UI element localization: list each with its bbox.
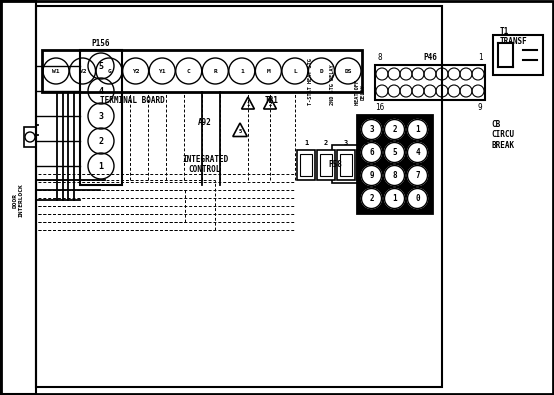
Text: 9: 9 xyxy=(369,171,374,180)
Text: Y2: Y2 xyxy=(132,68,140,73)
Circle shape xyxy=(384,188,404,209)
Text: 7: 7 xyxy=(415,171,420,180)
Text: TB1: TB1 xyxy=(265,96,279,105)
Text: 1: 1 xyxy=(415,125,420,134)
Text: 1: 1 xyxy=(247,102,250,107)
Circle shape xyxy=(384,143,404,162)
Text: 8: 8 xyxy=(378,53,382,62)
Text: 8: 8 xyxy=(392,171,397,180)
Text: 3: 3 xyxy=(99,111,104,120)
Text: 5: 5 xyxy=(99,62,104,70)
Bar xyxy=(375,65,485,100)
Bar xyxy=(340,154,352,176)
Text: L: L xyxy=(293,68,297,73)
Text: R: R xyxy=(213,68,217,73)
Text: P156: P156 xyxy=(92,38,110,47)
Text: 5: 5 xyxy=(238,128,242,134)
Text: 1: 1 xyxy=(240,68,244,73)
Text: 1: 1 xyxy=(99,162,104,171)
Bar xyxy=(357,150,375,180)
Circle shape xyxy=(362,188,382,209)
Bar xyxy=(493,35,543,75)
Text: 3: 3 xyxy=(344,140,348,146)
Text: Y1: Y1 xyxy=(158,68,166,73)
Bar xyxy=(337,150,355,180)
Text: 1: 1 xyxy=(478,53,483,62)
Text: 4: 4 xyxy=(415,148,420,157)
Text: TERMINAL BOARD: TERMINAL BOARD xyxy=(100,96,165,105)
Text: 2: 2 xyxy=(392,125,397,134)
Text: 4: 4 xyxy=(99,87,104,96)
Circle shape xyxy=(384,166,404,186)
Text: 6: 6 xyxy=(369,148,374,157)
Text: D: D xyxy=(320,68,324,73)
Bar xyxy=(24,127,36,147)
Text: 0: 0 xyxy=(415,194,420,203)
Text: CB
CIRCU
BREAK: CB CIRCU BREAK xyxy=(491,120,514,150)
Circle shape xyxy=(408,166,428,186)
Text: W1: W1 xyxy=(52,68,60,73)
Text: 16: 16 xyxy=(376,103,384,112)
Text: HEAT OFF
DELAY: HEAT OFF DELAY xyxy=(355,80,366,105)
Circle shape xyxy=(362,120,382,139)
Text: 1: 1 xyxy=(392,194,397,203)
Text: INTEGRATED
CONTROL: INTEGRATED CONTROL xyxy=(182,155,228,175)
Text: DS: DS xyxy=(344,68,352,73)
Bar xyxy=(320,154,332,176)
Bar xyxy=(36,6,442,387)
Text: 1: 1 xyxy=(304,140,308,146)
Text: 3: 3 xyxy=(369,125,374,134)
Text: C: C xyxy=(187,68,191,73)
Text: M: M xyxy=(266,68,270,73)
Bar xyxy=(357,115,432,213)
Text: 5: 5 xyxy=(392,148,397,157)
Text: 9: 9 xyxy=(478,103,483,112)
Text: 2: 2 xyxy=(268,102,271,107)
Circle shape xyxy=(362,143,382,162)
Bar xyxy=(332,145,378,183)
Text: 4: 4 xyxy=(364,140,368,146)
Text: T-STAT HEAT STG: T-STAT HEAT STG xyxy=(307,58,312,105)
Bar xyxy=(360,154,372,176)
Circle shape xyxy=(384,120,404,139)
Text: 2: 2 xyxy=(324,140,328,146)
Text: P58: P58 xyxy=(328,160,342,169)
Bar xyxy=(317,150,335,180)
Circle shape xyxy=(362,166,382,186)
Text: G: G xyxy=(107,68,111,73)
Text: DOOR
INTERLOCK: DOOR INTERLOCK xyxy=(13,183,23,217)
Text: A92: A92 xyxy=(198,118,212,127)
Bar xyxy=(297,150,315,180)
Text: 2: 2 xyxy=(369,194,374,203)
Bar xyxy=(80,50,122,185)
Circle shape xyxy=(408,188,428,209)
Text: 2ND STG DELAY: 2ND STG DELAY xyxy=(330,64,335,105)
Circle shape xyxy=(408,120,428,139)
Circle shape xyxy=(408,143,428,162)
Text: P46: P46 xyxy=(423,53,437,62)
Bar xyxy=(42,50,362,92)
Text: 2: 2 xyxy=(99,137,104,145)
Bar xyxy=(300,154,312,176)
Text: W2: W2 xyxy=(79,68,86,73)
Text: T1
TRANSF: T1 TRANSF xyxy=(500,27,528,46)
Bar xyxy=(1,1,36,394)
